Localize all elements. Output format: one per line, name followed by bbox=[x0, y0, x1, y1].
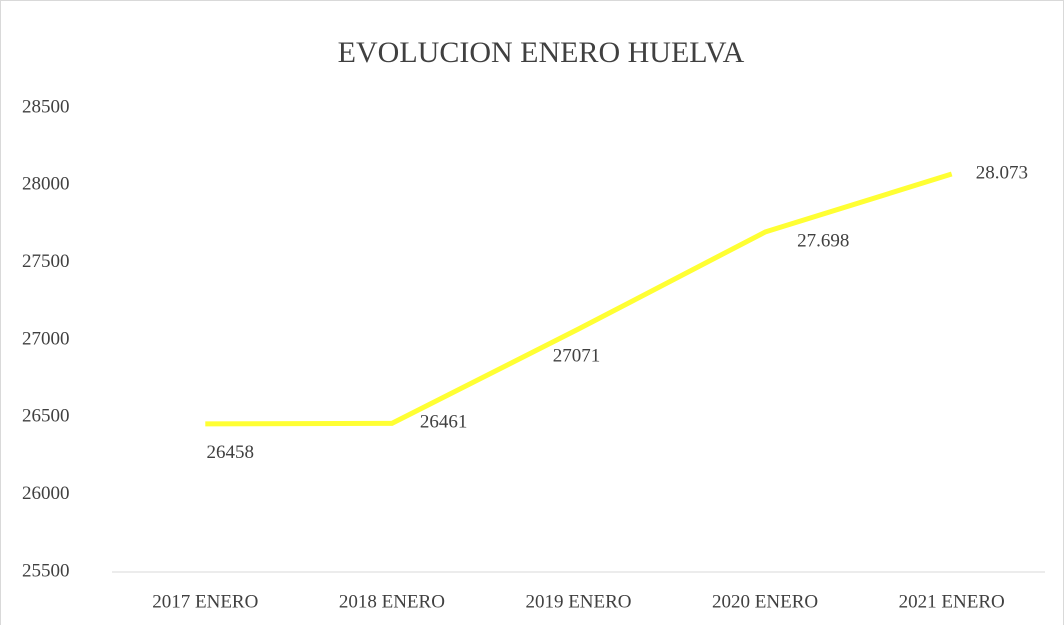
data-line bbox=[205, 171, 953, 427]
x-tick-label: 2021 ENERO bbox=[899, 591, 1005, 612]
y-tick-label: 26000 bbox=[22, 483, 70, 504]
x-tick-label: 2018 ENERO bbox=[339, 591, 445, 612]
data-label: 26461 bbox=[420, 412, 468, 433]
y-tick-label: 26500 bbox=[22, 406, 70, 427]
y-tick-label: 28000 bbox=[22, 174, 70, 195]
chart-title: EVOLUCION ENERO HUELVA bbox=[338, 36, 745, 69]
x-tick-label: 2020 ENERO bbox=[712, 591, 818, 612]
data-label: 27071 bbox=[553, 345, 601, 366]
y-tick-label: 27500 bbox=[22, 251, 70, 272]
y-tick-label: 25500 bbox=[22, 560, 70, 581]
data-label: 27.698 bbox=[797, 230, 849, 251]
data-label: 28.073 bbox=[976, 162, 1028, 183]
x-tick-label: 2017 ENERO bbox=[152, 591, 258, 612]
x-tick-label: 2019 ENERO bbox=[525, 591, 631, 612]
y-tick-label: 28500 bbox=[22, 96, 70, 117]
data-label: 26458 bbox=[207, 442, 255, 463]
y-tick-label: 27000 bbox=[22, 328, 70, 349]
